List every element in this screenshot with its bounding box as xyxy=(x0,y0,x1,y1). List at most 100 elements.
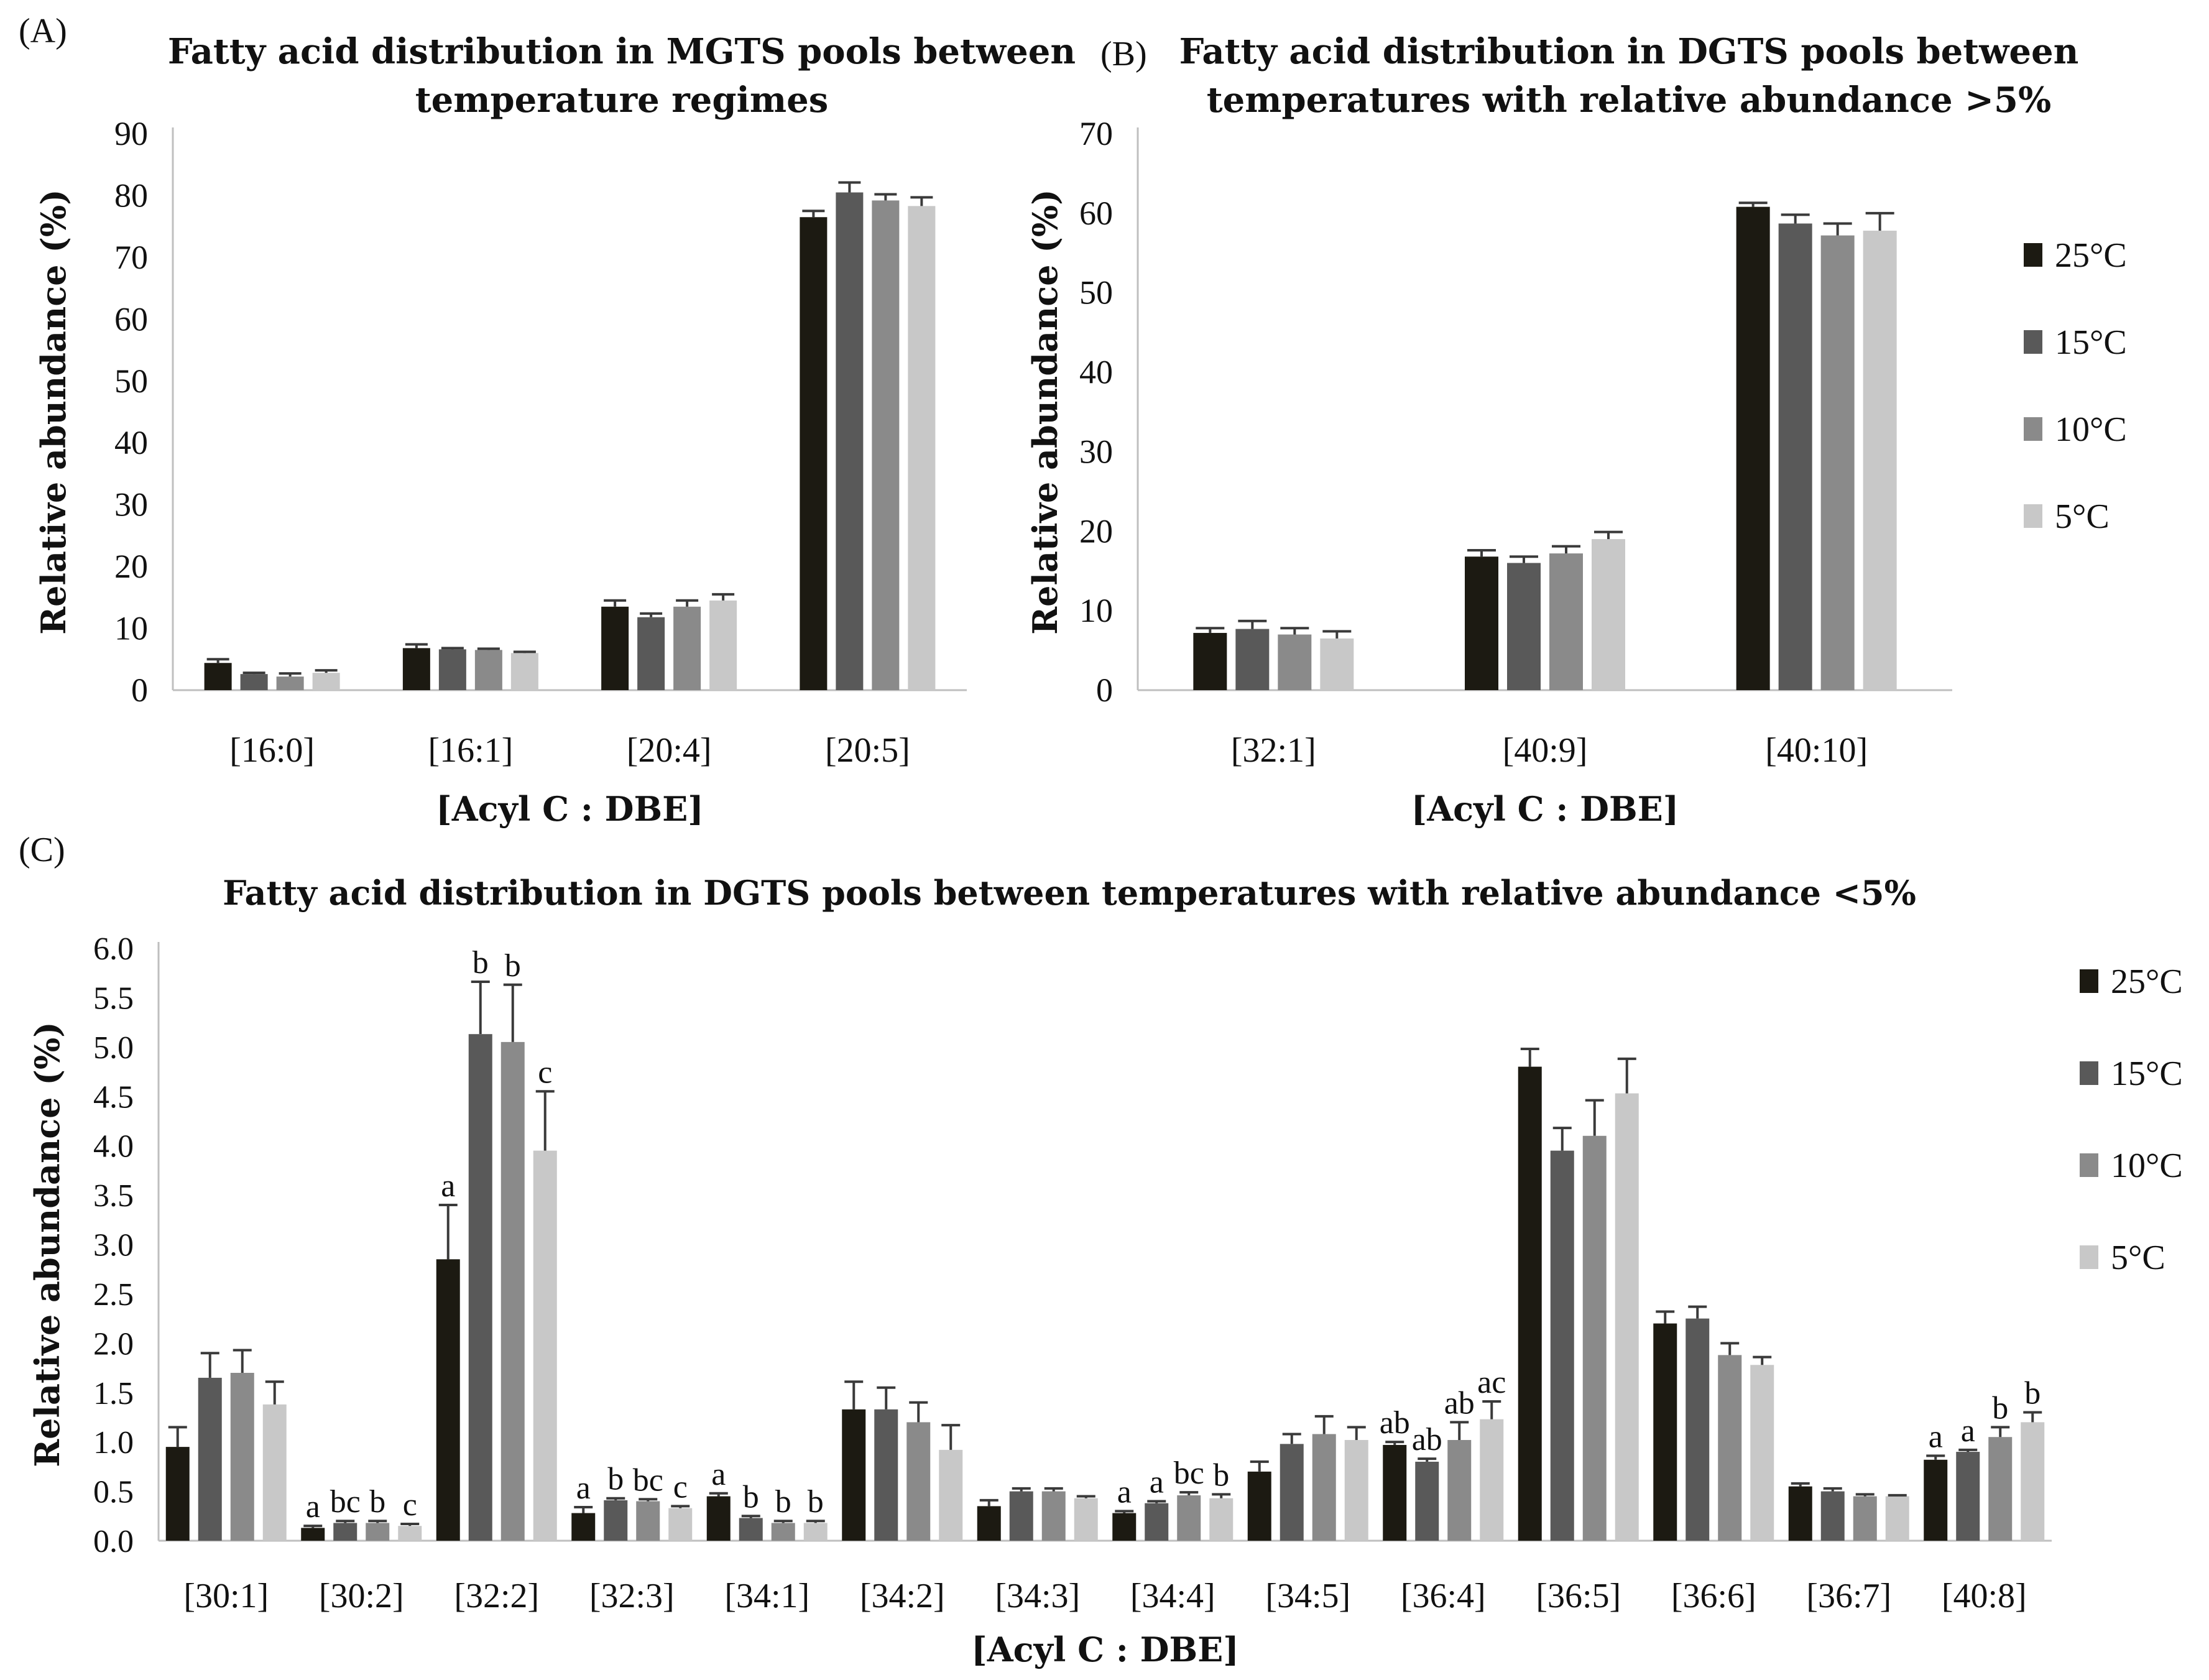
x-tick-label-40-8: [40:8] xyxy=(1942,1577,2027,1615)
bar-32-3-15-c xyxy=(604,1500,628,1541)
bar-36-6-10-c xyxy=(1718,1355,1742,1541)
significance-label: a xyxy=(1150,1464,1164,1500)
legend-label-10-c: 10°C xyxy=(2111,1147,2183,1185)
bar-36-7-25-c xyxy=(1788,1486,1812,1541)
bar-32-1-5-c xyxy=(1320,638,1354,690)
bar-40-10-15-c xyxy=(1778,223,1812,690)
significance-label: b xyxy=(743,1479,759,1515)
bar-32-3-5-c xyxy=(668,1508,693,1541)
y-tick-label: 5.0 xyxy=(93,1030,134,1066)
bar-36-5-10-c xyxy=(1582,1135,1607,1541)
chart-title-line: Fatty acid distribution in MGTS pools be… xyxy=(168,31,1076,72)
bar-30-2-5-c xyxy=(398,1526,422,1541)
bar-16-1-15-c xyxy=(438,649,466,690)
significance-label: a xyxy=(441,1168,455,1204)
x-tick-label-36-4: [36:4] xyxy=(1401,1577,1486,1615)
significance-label: bc xyxy=(633,1462,663,1498)
bar-30-2-25-c xyxy=(301,1528,325,1541)
legend-swatch-10-c xyxy=(2080,1153,2098,1177)
bar-40-10-10-c xyxy=(1820,235,1855,691)
bar-34-4-5-c xyxy=(1209,1498,1234,1541)
y-tick-label: 2.0 xyxy=(93,1326,134,1362)
bar-34-5-25-c xyxy=(1247,1471,1271,1541)
bar-34-3-25-c xyxy=(977,1506,1001,1541)
bar-32-3-10-c xyxy=(636,1501,660,1541)
x-tick-label-40-10: [40:10] xyxy=(1765,731,1868,770)
bar-40-9-15-c xyxy=(1507,563,1541,690)
x-axis-label: [Acyl C : DBE] xyxy=(436,789,704,829)
y-tick-label: 20 xyxy=(114,548,148,585)
x-tick-label-40-9: [40:9] xyxy=(1503,731,1588,770)
y-tick-label: 20 xyxy=(1079,512,1113,550)
significance-label: b xyxy=(775,1484,791,1520)
x-tick-label-20-5: [20:5] xyxy=(825,731,910,770)
bar-40-9-10-c xyxy=(1549,553,1583,690)
bar-34-2-10-c xyxy=(906,1422,931,1541)
y-tick-label: 1.0 xyxy=(93,1425,134,1461)
bar-30-1-5-c xyxy=(262,1404,287,1541)
y-tick-label: 3.5 xyxy=(93,1178,134,1214)
bar-34-1-25-c xyxy=(706,1496,731,1541)
y-axis-label: Relative abundance (%) xyxy=(1025,189,1065,634)
legend-label-25-c: 25°C xyxy=(2111,962,2183,1001)
bar-34-5-5-c xyxy=(1344,1439,1368,1541)
significance-label: b xyxy=(1992,1390,2008,1426)
bar-36-4-15-c xyxy=(1415,1461,1439,1541)
bar-34-1-5-c xyxy=(803,1523,828,1541)
bar-30-1-15-c xyxy=(198,1377,222,1541)
x-tick-label-34-3: [34:3] xyxy=(995,1577,1080,1615)
bar-20-4-25-c xyxy=(601,606,629,690)
bar-30-2-15-c xyxy=(333,1523,357,1541)
x-tick-label-16-1: [16:1] xyxy=(428,731,513,770)
x-axis-label: [Acyl C : DBE] xyxy=(971,1630,1239,1669)
bar-16-0-5-c xyxy=(312,673,340,690)
chart-c: (C) Fatty acid distribution in DGTS pools… xyxy=(19,831,2183,1669)
significance-label: a xyxy=(306,1489,320,1525)
bar-16-1-10-c xyxy=(474,650,502,690)
significance-label: b xyxy=(607,1462,624,1497)
x-tick-label-34-4: [34:4] xyxy=(1130,1577,1215,1615)
chart-a: (A) Fatty acid distribution in MGTS pools… xyxy=(19,12,1076,829)
bar-20-5-5-c xyxy=(908,206,936,691)
y-tick-label: 2.5 xyxy=(93,1277,134,1313)
y-tick-label: 6.0 xyxy=(93,931,134,967)
significance-label: ab xyxy=(1380,1405,1410,1441)
y-tick-label: 90 xyxy=(114,115,148,152)
panel-label: (C) xyxy=(19,831,65,869)
bar-34-4-10-c xyxy=(1177,1495,1201,1541)
bar-34-2-25-c xyxy=(842,1409,866,1541)
bar-40-10-5-c xyxy=(1863,230,1897,690)
bar-20-5-15-c xyxy=(836,192,864,690)
bar-40-9-5-c xyxy=(1592,539,1625,690)
legend-swatch-5-c xyxy=(2080,1245,2098,1269)
bar-32-1-15-c xyxy=(1235,629,1270,690)
significance-label: a xyxy=(711,1457,726,1492)
bar-32-2-15-c xyxy=(468,1034,492,1541)
significance-label: bc xyxy=(330,1484,361,1520)
bar-34-2-5-c xyxy=(939,1449,963,1541)
chart-title-line: Fatty acid distribution in DGTS pools be… xyxy=(223,873,1916,913)
x-tick-label-30-1: [30:1] xyxy=(183,1577,269,1615)
y-tick-label: 60 xyxy=(1079,195,1113,232)
bar-34-3-15-c xyxy=(1009,1491,1033,1541)
bar-40-10-25-c xyxy=(1736,206,1770,691)
y-tick-label: 50 xyxy=(114,362,148,400)
bar-36-4-10-c xyxy=(1447,1439,1472,1541)
x-tick-label-32-2: [32:2] xyxy=(454,1577,539,1615)
bar-30-1-10-c xyxy=(230,1372,254,1541)
bar-40-8-10-c xyxy=(1988,1437,2013,1541)
bar-36-4-5-c xyxy=(1480,1419,1504,1541)
significance-label: bc xyxy=(1174,1456,1204,1491)
bar-36-7-10-c xyxy=(1853,1496,1877,1541)
significance-label: c xyxy=(673,1469,688,1505)
bar-40-8-15-c xyxy=(1956,1452,1980,1541)
chart-title-line: Fatty acid distribution in DGTS pools be… xyxy=(1179,31,2079,72)
x-tick-label-34-1: [34:1] xyxy=(724,1577,809,1615)
y-tick-label: 40 xyxy=(1079,354,1113,391)
y-tick-label: 1.5 xyxy=(93,1376,134,1411)
y-tick-label: 3.0 xyxy=(93,1228,134,1263)
y-tick-label: 0 xyxy=(131,672,148,709)
y-axis-label: Relative abundance (%) xyxy=(27,1022,67,1467)
bar-36-4-25-c xyxy=(1383,1444,1407,1541)
bar-40-8-5-c xyxy=(2021,1422,2045,1541)
